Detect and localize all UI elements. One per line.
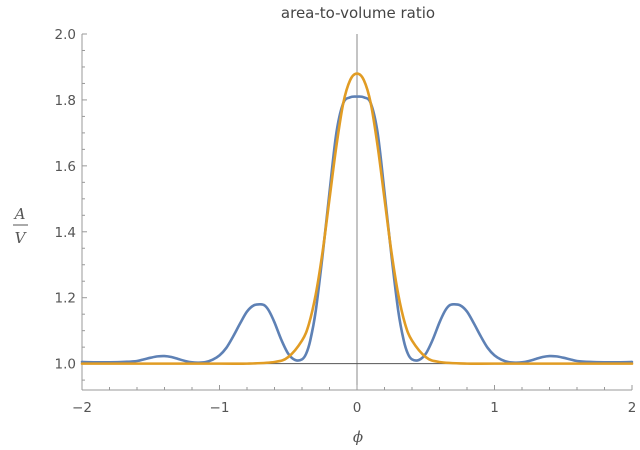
x-tick-label: −1 xyxy=(210,400,230,416)
series-group xyxy=(80,72,634,366)
y-axis-title-denominator: V xyxy=(15,229,28,247)
y-tick-label: 1.0 xyxy=(55,357,76,373)
x-tick-label: 1 xyxy=(490,400,499,416)
y-tick-label: 1.6 xyxy=(55,159,76,175)
y-axis-title: A V xyxy=(13,205,28,247)
axes: −2 −1 0 1 2 1.0 1.2 1.4 1.6 1.8 2.0 xyxy=(55,27,637,416)
y-tick-label: 2.0 xyxy=(55,27,76,43)
x-tick-label: 2 xyxy=(628,400,637,416)
y-tick-label: 1.4 xyxy=(55,225,76,241)
series-line-2 xyxy=(80,72,634,366)
x-tick-label: 0 xyxy=(353,400,362,416)
y-axis-title-numerator: A xyxy=(13,205,26,223)
y-tick-label: 1.2 xyxy=(55,291,76,307)
y-tick-label: 1.8 xyxy=(55,93,76,109)
x-axis-title: ϕ xyxy=(353,428,363,446)
chart-title: area-to-volume ratio xyxy=(281,4,435,22)
x-tick-label: −2 xyxy=(72,400,92,416)
